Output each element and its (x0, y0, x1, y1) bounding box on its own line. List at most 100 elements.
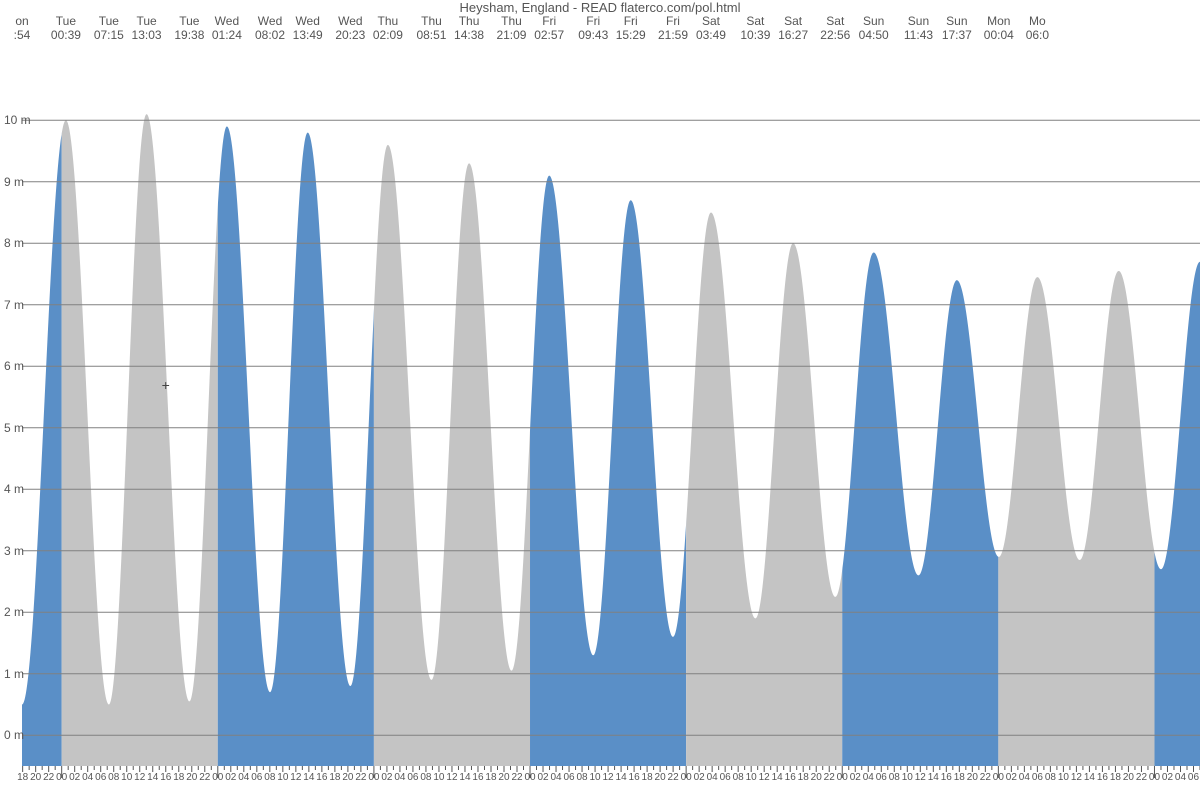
x-hour-label: 00 (56, 772, 67, 783)
top-extrema-label: Sat16:27 (778, 14, 808, 42)
x-hour-label: 00 (212, 772, 223, 783)
x-hour-label: 18 (173, 772, 184, 783)
top-extrema-label: on:54 (14, 14, 31, 42)
x-hour-label: 00 (368, 772, 379, 783)
x-hour-label: 18 (329, 772, 340, 783)
x-hour-label: 16 (160, 772, 171, 783)
x-hour-label: 04 (394, 772, 405, 783)
x-hour-label: 20 (30, 772, 41, 783)
x-hour-label: 04 (707, 772, 718, 783)
x-hour-label: 02 (225, 772, 236, 783)
x-hour-label: 22 (511, 772, 522, 783)
top-extrema-label: Thu21:09 (496, 14, 526, 42)
x-hour-label: 18 (954, 772, 965, 783)
x-hour-label: 14 (772, 772, 783, 783)
x-hour-label: 18 (485, 772, 496, 783)
x-hour-label: 02 (1006, 772, 1017, 783)
x-hour-label: 12 (1071, 772, 1082, 783)
x-hour-label: 06 (251, 772, 262, 783)
x-hour-label: 00 (837, 772, 848, 783)
x-hour-label: 14 (1084, 772, 1095, 783)
x-hour-label: 22 (199, 772, 210, 783)
x-hour-label: 16 (1097, 772, 1108, 783)
top-extrema-label: Sun04:50 (859, 14, 889, 42)
x-hour-label: 22 (355, 772, 366, 783)
x-hour-label: 20 (498, 772, 509, 783)
x-hour-label: 18 (798, 772, 809, 783)
x-hour-label: 20 (655, 772, 666, 783)
x-hour-label: 10 (902, 772, 913, 783)
x-hour-label: 08 (420, 772, 431, 783)
x-hour-label: 20 (967, 772, 978, 783)
x-hour-label: 20 (1123, 772, 1134, 783)
y-tick-label: 10 m (4, 113, 31, 127)
y-tick-label: 1 m (4, 667, 24, 681)
x-hour-label: 08 (1045, 772, 1056, 783)
x-hour-label: 12 (290, 772, 301, 783)
x-hour-label: 20 (342, 772, 353, 783)
x-hour-label: 02 (537, 772, 548, 783)
x-hour-label: 04 (863, 772, 874, 783)
x-hour-label: 08 (108, 772, 119, 783)
top-extrema-label: Thu14:38 (454, 14, 484, 42)
top-extrema-label: Wed13:49 (293, 14, 323, 42)
x-hour-label: 10 (1058, 772, 1069, 783)
x-hour-label: 02 (381, 772, 392, 783)
top-axis-labels: on:54Tue00:39Tue07:15Tue13:03Tue19:38Wed… (0, 14, 1200, 42)
x-hour-label: 04 (1019, 772, 1030, 783)
x-hour-label: 06 (407, 772, 418, 783)
x-hour-label: 12 (134, 772, 145, 783)
x-hour-label: 02 (850, 772, 861, 783)
x-hour-label: 22 (980, 772, 991, 783)
y-tick-label: 0 m (4, 728, 24, 742)
x-hour-label: 08 (733, 772, 744, 783)
x-hour-label: 12 (759, 772, 770, 783)
x-hour-label: 02 (69, 772, 80, 783)
x-hour-label: 14 (147, 772, 158, 783)
x-hour-label: 16 (472, 772, 483, 783)
x-hour-label: 10 (121, 772, 132, 783)
x-hour-label: 00 (993, 772, 1004, 783)
x-hour-label: 18 (17, 772, 28, 783)
x-hour-label: 12 (603, 772, 614, 783)
x-hour-label: 00 (1149, 772, 1160, 783)
x-hour-label: 16 (785, 772, 796, 783)
x-hour-label: 10 (277, 772, 288, 783)
y-tick-label: 6 m (4, 359, 24, 373)
x-hour-label: 08 (889, 772, 900, 783)
x-hour-label: 08 (264, 772, 275, 783)
top-extrema-label: Fri15:29 (616, 14, 646, 42)
x-hour-label: 06 (1032, 772, 1043, 783)
top-extrema-label: Sat03:49 (696, 14, 726, 42)
x-hour-label: 02 (1162, 772, 1173, 783)
x-hour-label: 02 (694, 772, 705, 783)
x-hour-label: 16 (941, 772, 952, 783)
x-hour-label: 10 (433, 772, 444, 783)
chart-title: Heysham, England - READ flaterco.com/pol… (0, 0, 1200, 15)
x-hour-label: 22 (43, 772, 54, 783)
y-tick-label: 5 m (4, 421, 24, 435)
x-hour-label: 06 (876, 772, 887, 783)
y-tick-label: 9 m (4, 175, 24, 189)
top-extrema-label: Sun17:37 (942, 14, 972, 42)
top-extrema-label: Wed20:23 (335, 14, 365, 42)
top-extrema-label: Fri21:59 (658, 14, 688, 42)
top-extrema-label: Thu02:09 (373, 14, 403, 42)
x-hour-label: 06 (563, 772, 574, 783)
x-hour-label: 06 (720, 772, 731, 783)
y-tick-label: 3 m (4, 544, 24, 558)
x-hour-label: 22 (824, 772, 835, 783)
top-extrema-label: Tue19:38 (174, 14, 204, 42)
x-hour-label: 20 (186, 772, 197, 783)
top-extrema-label: Sun11:43 (904, 14, 933, 42)
x-axis-hour-labels: 1820220002040608101214161820220002040608… (0, 772, 1200, 786)
x-hour-label: 18 (642, 772, 653, 783)
x-hour-label: 04 (238, 772, 249, 783)
x-hour-label: 14 (616, 772, 627, 783)
chart-svg (0, 0, 1200, 800)
x-hour-label: 18 (1110, 772, 1121, 783)
x-hour-label: 14 (459, 772, 470, 783)
x-hour-label: 10 (590, 772, 601, 783)
y-tick-label: 2 m (4, 605, 24, 619)
top-extrema-label: Mon00:04 (984, 14, 1014, 42)
